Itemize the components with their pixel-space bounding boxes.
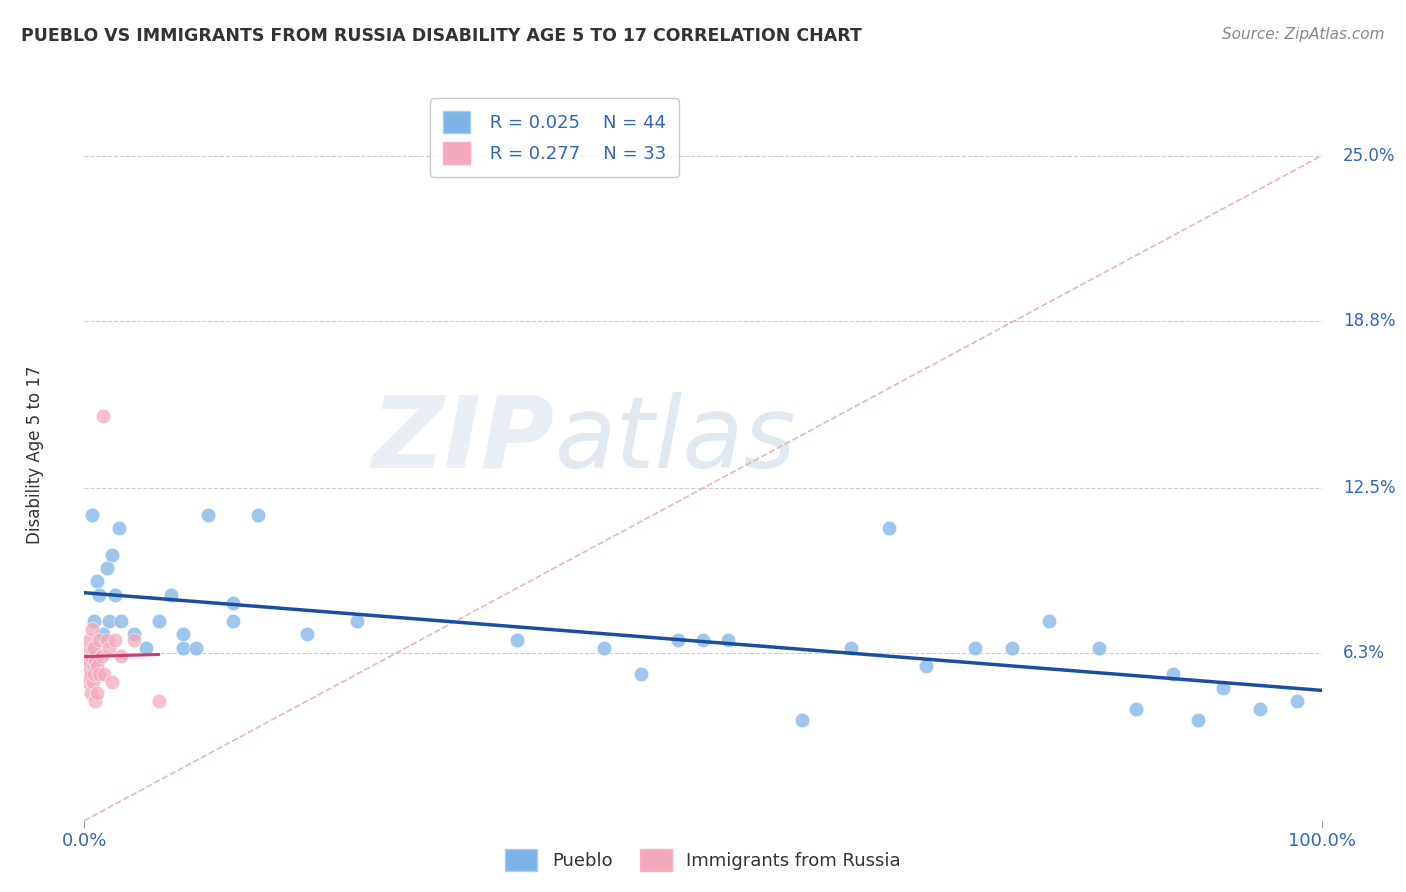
Point — [506, 632, 529, 647]
Text: PUEBLO VS IMMIGRANTS FROM RUSSIA DISABILITY AGE 5 TO 17 CORRELATION CHART: PUEBLO VS IMMIGRANTS FROM RUSSIA DISABIL… — [21, 27, 862, 45]
Point — [1161, 667, 1184, 681]
Point — [82, 659, 104, 673]
Point — [89, 632, 111, 647]
Point — [91, 409, 114, 424]
Point — [86, 686, 108, 700]
Point — [77, 675, 100, 690]
Point — [1285, 694, 1308, 708]
Point — [83, 614, 105, 628]
Point — [692, 632, 714, 647]
Point — [75, 659, 97, 673]
Point — [80, 622, 103, 636]
Point — [108, 521, 131, 535]
Point — [110, 614, 132, 628]
Point — [222, 614, 245, 628]
Point — [122, 632, 145, 647]
Point — [91, 627, 114, 641]
Point — [1187, 713, 1209, 727]
Point — [135, 640, 157, 655]
Point — [80, 508, 103, 522]
Point — [148, 694, 170, 708]
Point — [104, 588, 127, 602]
Point — [77, 640, 100, 655]
Point — [1125, 702, 1147, 716]
Point — [222, 595, 245, 609]
Point — [110, 648, 132, 663]
Point — [1249, 702, 1271, 716]
Point — [184, 640, 207, 655]
Text: atlas: atlas — [554, 392, 796, 489]
Text: 12.5%: 12.5% — [1343, 479, 1395, 497]
Point — [100, 675, 122, 690]
Point — [1212, 681, 1234, 695]
Point — [914, 659, 936, 673]
Point — [86, 574, 108, 589]
Point — [82, 675, 104, 690]
Point — [246, 508, 269, 522]
Point — [79, 667, 101, 681]
Text: ZIP: ZIP — [371, 392, 554, 489]
Point — [79, 686, 101, 700]
Point — [79, 648, 101, 663]
Text: 18.8%: 18.8% — [1343, 311, 1395, 330]
Point — [96, 632, 118, 647]
Point — [172, 640, 194, 655]
Point — [89, 667, 111, 681]
Point — [80, 640, 103, 655]
Point — [76, 648, 98, 663]
Point — [346, 614, 368, 628]
Point — [93, 667, 115, 681]
Point — [1001, 640, 1024, 655]
Point — [96, 561, 118, 575]
Point — [98, 640, 121, 655]
Point — [100, 548, 122, 562]
Legend: Pueblo, Immigrants from Russia: Pueblo, Immigrants from Russia — [498, 842, 908, 879]
Text: Disability Age 5 to 17: Disability Age 5 to 17 — [25, 366, 44, 544]
Text: 6.3%: 6.3% — [1343, 644, 1385, 662]
Point — [79, 654, 101, 668]
Text: Source: ZipAtlas.com: Source: ZipAtlas.com — [1222, 27, 1385, 42]
Point — [89, 588, 111, 602]
Point — [76, 667, 98, 681]
Point — [965, 640, 987, 655]
Point — [1088, 640, 1111, 655]
Point — [86, 659, 108, 673]
Point — [83, 640, 105, 655]
Legend:  R = 0.025    N = 44,  R = 0.277    N = 33: R = 0.025 N = 44, R = 0.277 N = 33 — [430, 98, 679, 177]
Point — [1038, 614, 1060, 628]
Point — [104, 632, 127, 647]
Point — [77, 659, 100, 673]
Point — [148, 614, 170, 628]
Point — [295, 627, 318, 641]
Point — [84, 694, 107, 708]
Point — [83, 667, 105, 681]
Point — [197, 508, 219, 522]
Point — [172, 627, 194, 641]
Point — [90, 648, 112, 663]
Point — [790, 713, 813, 727]
Point — [630, 667, 652, 681]
Point — [122, 627, 145, 641]
Point — [160, 588, 183, 602]
Point — [877, 521, 900, 535]
Point — [717, 632, 740, 647]
Point — [841, 640, 863, 655]
Point — [84, 654, 107, 668]
Point — [666, 632, 689, 647]
Text: 25.0%: 25.0% — [1343, 146, 1395, 165]
Point — [98, 614, 121, 628]
Point — [79, 632, 101, 647]
Point — [593, 640, 616, 655]
